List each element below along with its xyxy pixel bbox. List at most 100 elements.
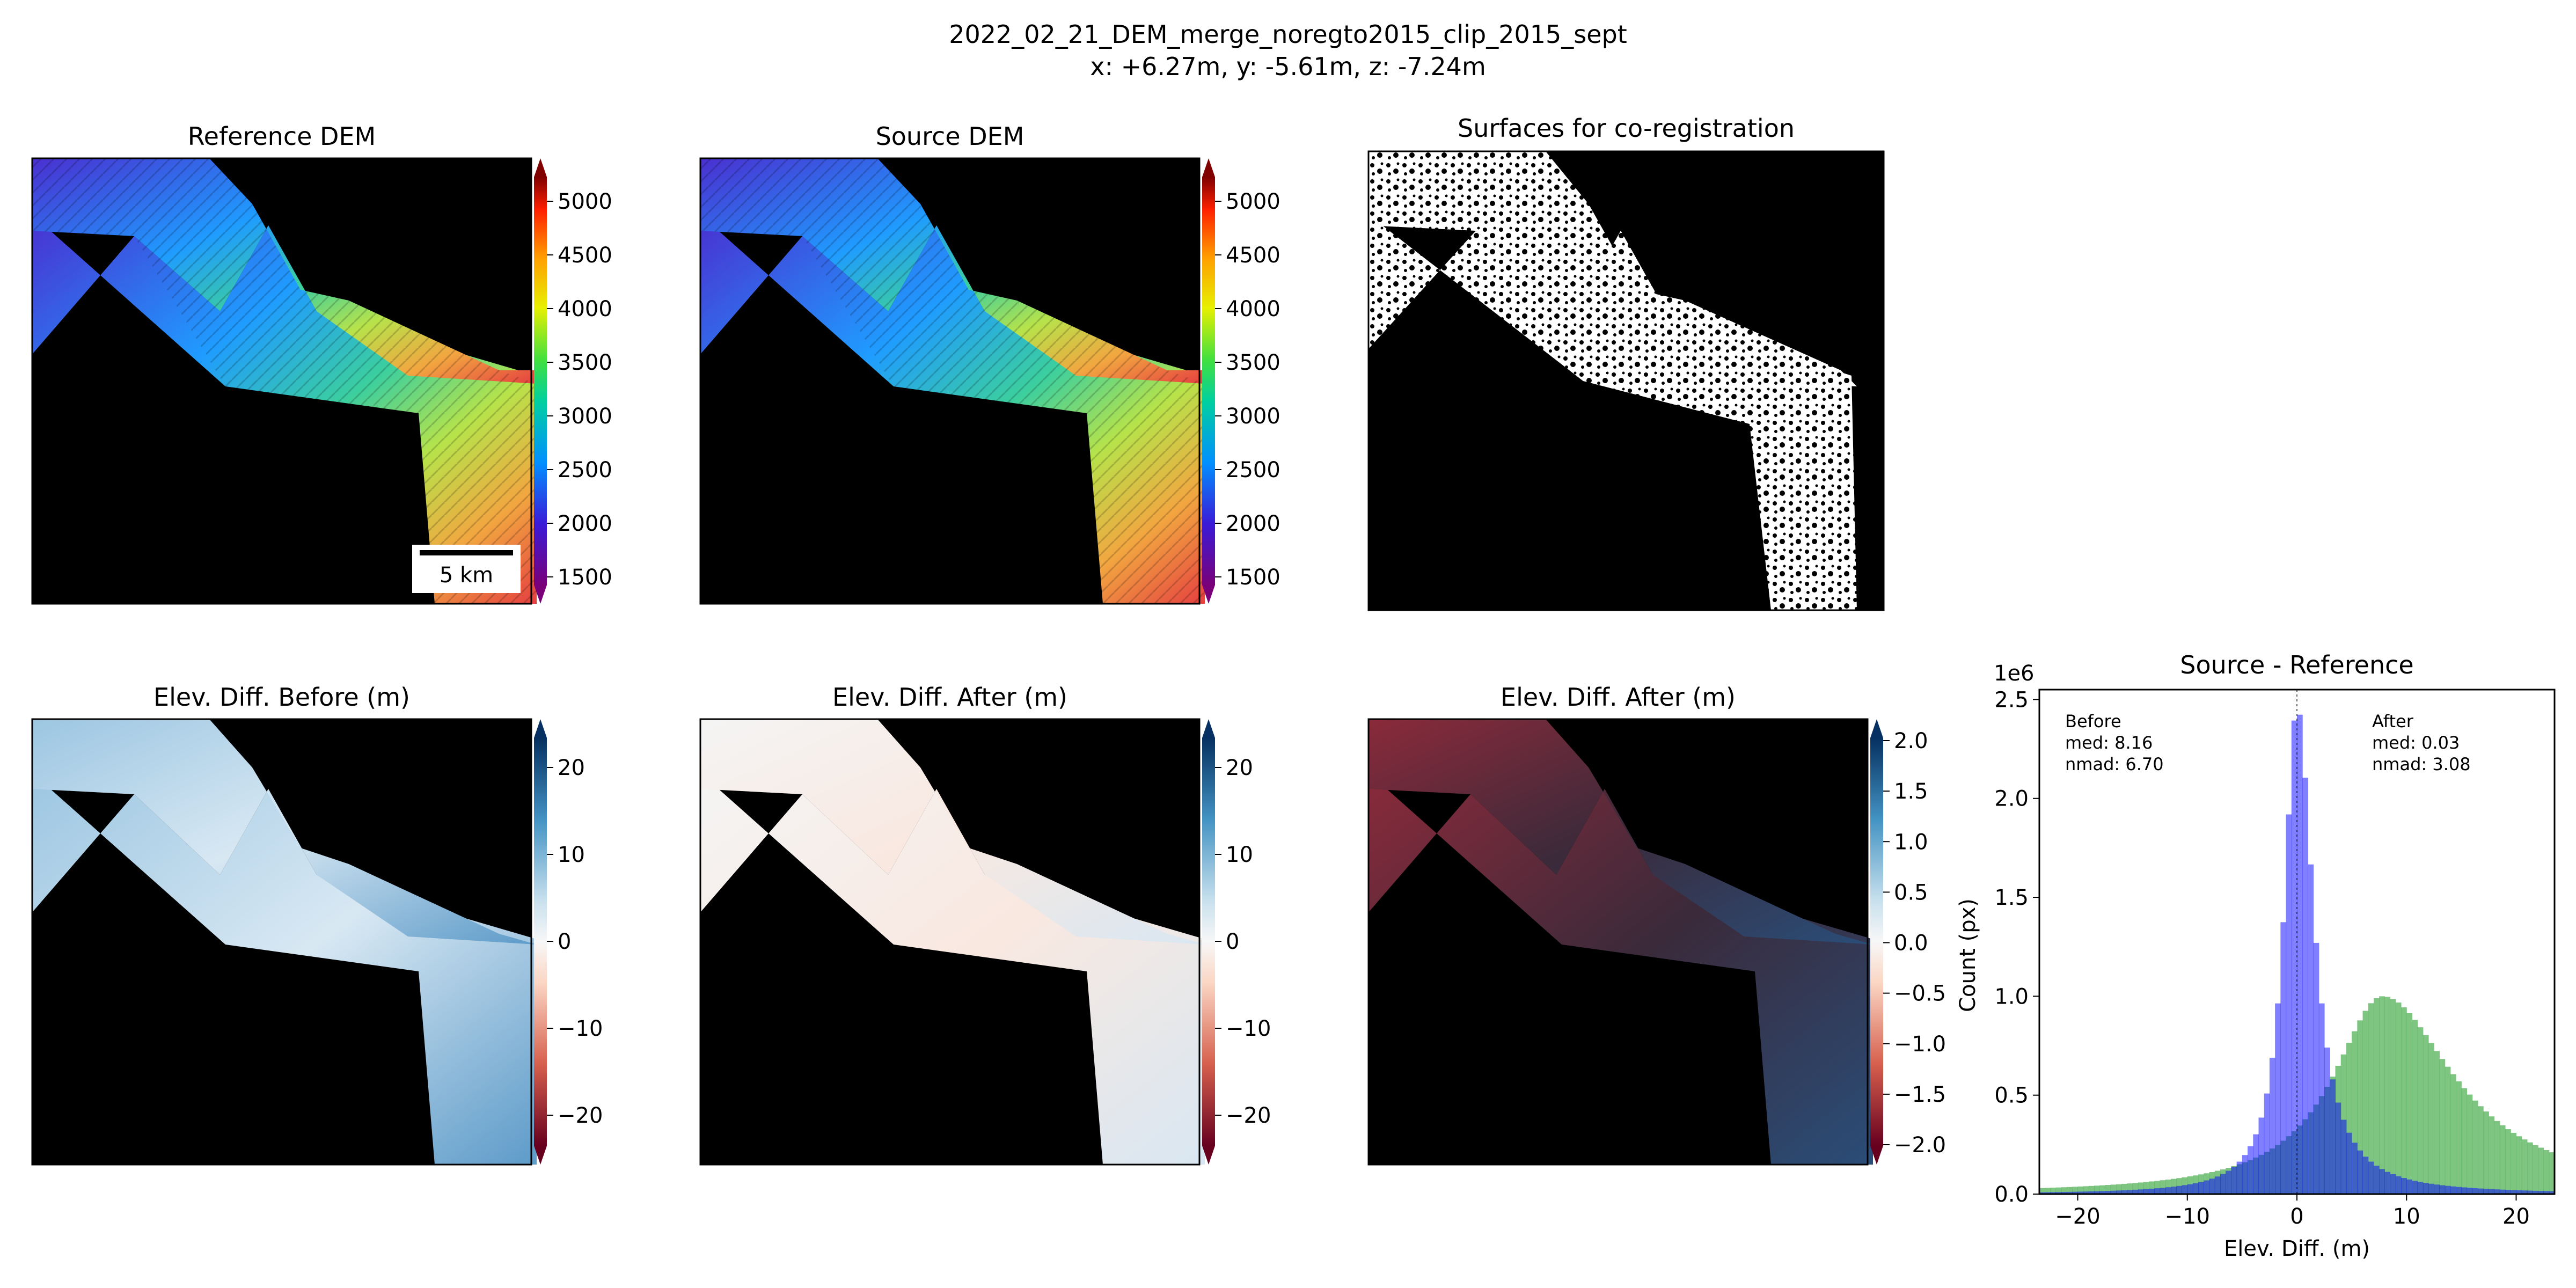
colorbar-tick-label: −10 [558,1016,603,1041]
histogram-bar-before [2368,1003,2374,1194]
scalebar-label: 5 km [440,563,493,588]
chart-title: Source - Reference [2180,650,2413,679]
y-tick-label: 1.5 [1994,885,2029,910]
colorbar-tick-label: 0.0 [1894,931,1928,956]
histogram-bar-after [2533,1190,2538,1194]
histogram-bar-after [2077,1191,2084,1194]
diff-footprint [1368,773,1873,1165]
histogram-bar-after [2308,864,2314,1194]
histogram-bar-before [2138,1182,2144,1194]
colorbar-tick-label: 1500 [558,565,612,590]
histogram-bar-after [2067,1191,2073,1194]
histogram-bar-before [2171,1179,2177,1194]
histogram-bar-after [2450,1186,2456,1194]
x-tick-label: 20 [2502,1204,2530,1229]
histogram-bar-after [2417,1182,2424,1194]
histogram-bar-after [2132,1189,2139,1194]
histogram-bar-after [2499,1189,2506,1194]
annotation-before-line3: nmad: 6.70 [2065,754,2164,774]
histogram-bar-after [2061,1192,2067,1194]
colorbar-tick-label: 3500 [558,350,612,375]
colorbar-gradient [1202,177,1215,585]
histogram-bar-after [2143,1189,2149,1194]
diff-footprint-upper [1368,719,1873,945]
colorbar-extend-bottom [1202,1146,1215,1165]
colorbar-diff-before: 20 10 0 −10 −20 [534,719,603,1165]
annotation-after-line3: nmad: 3.08 [2372,754,2471,774]
histogram-bar-before [2050,1188,2057,1194]
histogram-bar-before [2149,1181,2155,1194]
histogram-bar-after [2187,1184,2193,1194]
colorbar-extend-top [1870,719,1883,738]
colorbar-extend-top [1202,719,1215,738]
histogram-bar-after [2516,1190,2522,1194]
histogram-bar-before [2489,1116,2495,1194]
histogram-bar-before [2527,1142,2533,1194]
colorbar-extend-top [534,719,547,738]
histogram-bar-after [2324,1047,2330,1194]
histogram-bar-after [2549,1191,2555,1194]
histogram-bar-after [2099,1191,2106,1194]
histogram-bar-after [2110,1190,2117,1194]
histogram-bar-after [2538,1191,2544,1194]
histogram-bar-before [2110,1184,2117,1194]
panel-diff-after-zoom: Elev. Diff. After (m) [1367,683,1873,1166]
histogram-bar-after [2521,1190,2528,1194]
histogram-bar-after [2045,1192,2051,1194]
histogram-bar-after [2313,942,2319,1194]
histogram-bar-after [2390,1174,2396,1194]
histogram-bar-after [2467,1188,2473,1194]
colorbar-tick-label: 4500 [558,243,612,268]
histogram-bar-before [2094,1185,2100,1194]
histogram-bar-after [2160,1188,2166,1194]
histogram-bar-after [2269,1057,2275,1194]
panel-reference-dem: Reference DEM 5 km [31,122,537,605]
histogram-bar-after [2258,1117,2265,1194]
histogram-bar-after [2214,1176,2221,1194]
histogram-bar-before [2379,996,2385,1194]
histogram-bar-before [2406,1013,2412,1194]
chart-frame [2038,689,2556,1195]
histogram-bar-before [2445,1066,2451,1194]
histogram-bar-after [2412,1181,2418,1194]
x-tick-label: −20 [2055,1204,2100,1229]
histogram-bar-before [2401,1007,2407,1194]
panel-surfaces: Surfaces for co-registration [1367,114,1885,611]
y-tick-label: 0.0 [1994,1182,2029,1207]
histogram-bar-after [2297,714,2303,1194]
colorbar-tick-label: 2500 [1226,458,1280,482]
histogram-bar-after [2352,1143,2358,1194]
colorbar-tick-label: 10 [1226,843,1253,867]
colorbar-tick-label: 0 [558,930,571,954]
histogram-bar-after [2105,1191,2111,1194]
annotation-after-line1: After [2372,711,2414,731]
histogram-bar-after [2055,1192,2062,1194]
colorbar-tick-label: 5000 [1226,189,1280,214]
histogram-bar-after [2505,1190,2511,1194]
histogram-bar-after [2330,1079,2336,1194]
histogram-bar-before [2521,1139,2528,1194]
histogram-bar-after [2395,1176,2402,1194]
histogram-bar-after [2286,814,2292,1194]
histogram-bar-before [2165,1179,2171,1194]
colorbar-tick-label: 0.5 [1894,880,1928,905]
histogram-bar-before [2055,1187,2062,1194]
histogram-bar-after [2384,1172,2391,1194]
histogram-bar-before [2121,1183,2127,1194]
histogram-bar-after [2318,1003,2325,1194]
histogram-bar-before [2067,1187,2073,1194]
histogram-bar-after [2154,1188,2161,1194]
histogram-bar-after [2340,1119,2347,1194]
colorbar-elevation-ref: 5000 4500 4000 3500 3000 2500 2000 1500 [534,158,612,604]
diff-footprint-upper [32,719,537,945]
panel-frame [1367,718,1869,1166]
histogram-bar-before [2549,1152,2555,1194]
histogram-bar-after [2127,1190,2133,1194]
colorbar-extend-bottom [1202,585,1215,604]
histogram-bar-after [2428,1183,2434,1194]
histogram-bar-after [2357,1150,2363,1194]
panel-title: Surfaces for co-registration [1458,114,1795,143]
histogram-bar-after [2461,1187,2468,1194]
histogram-bar-before [2083,1186,2089,1194]
